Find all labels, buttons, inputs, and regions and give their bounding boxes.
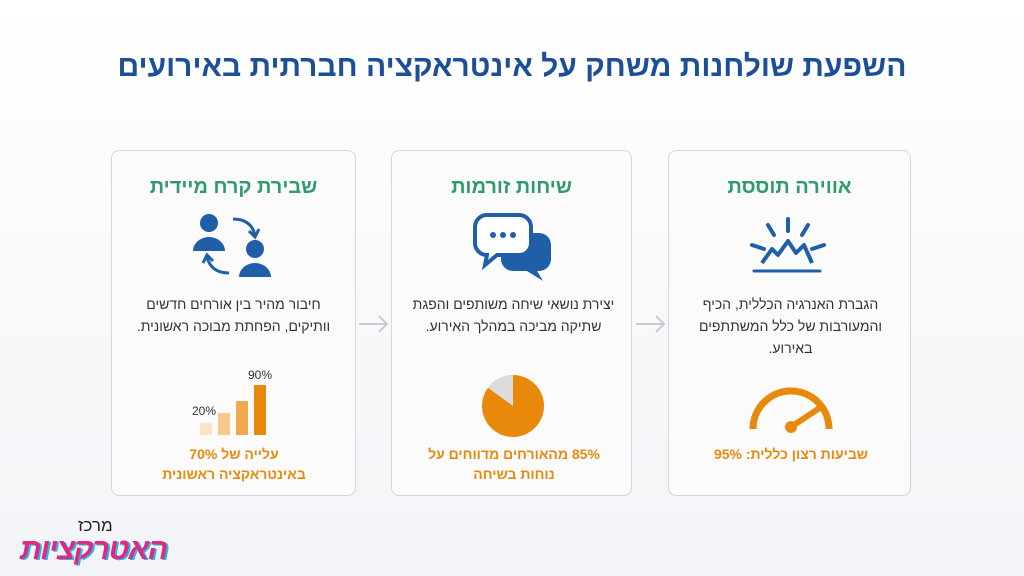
burst-icon — [750, 217, 826, 273]
people-icon — [193, 214, 271, 277]
chat-icon — [473, 213, 551, 281]
page-title: השפעת שולחנות משחק על אינטראקציה חברתית … — [117, 50, 907, 83]
card-description: יצירת נושאי שיחה משותפים והפגת שתיקה מבי… — [412, 296, 615, 334]
card-heading: שבירת קרח מיידית — [149, 176, 318, 198]
logo-text: מרכז — [78, 516, 113, 535]
bar-label: 20% — [192, 404, 217, 418]
card: אווירה תוססת הגברת האנרגיה הכללית, הכיף … — [668, 150, 911, 496]
card-heading: אווירה תוססת — [727, 176, 852, 198]
card: שבירת קרח מיידית חיבור מהיר בין אורחים ח… — [111, 150, 356, 496]
card-description: הגברת האנרגיה הכללית, הכיף והמעורבות של … — [699, 296, 882, 356]
card: שיחות זורמות יצירת נושאי שיחה משותפים וה… — [391, 150, 632, 496]
bars-icon — [200, 385, 266, 435]
card-stat: עלייה של 70% באינטראקציה ראשונית — [162, 446, 306, 482]
card-description: חיבור מהיר בין אורחים חדשים וותיקים, הפח… — [136, 296, 331, 334]
arrow — [636, 315, 666, 333]
card-heading: שיחות זורמות — [451, 176, 572, 198]
gauge-icon — [749, 387, 833, 433]
card-stat: שביעות רצון כללית: 95% — [713, 446, 869, 462]
pie-icon — [482, 375, 544, 437]
logo-text: האטרקציות — [20, 533, 168, 566]
arrow — [359, 315, 389, 333]
card-stat: 85% מהאורחים מדווחים על נוחות בשיחה — [428, 446, 600, 482]
bar-label: 90% — [248, 368, 273, 382]
